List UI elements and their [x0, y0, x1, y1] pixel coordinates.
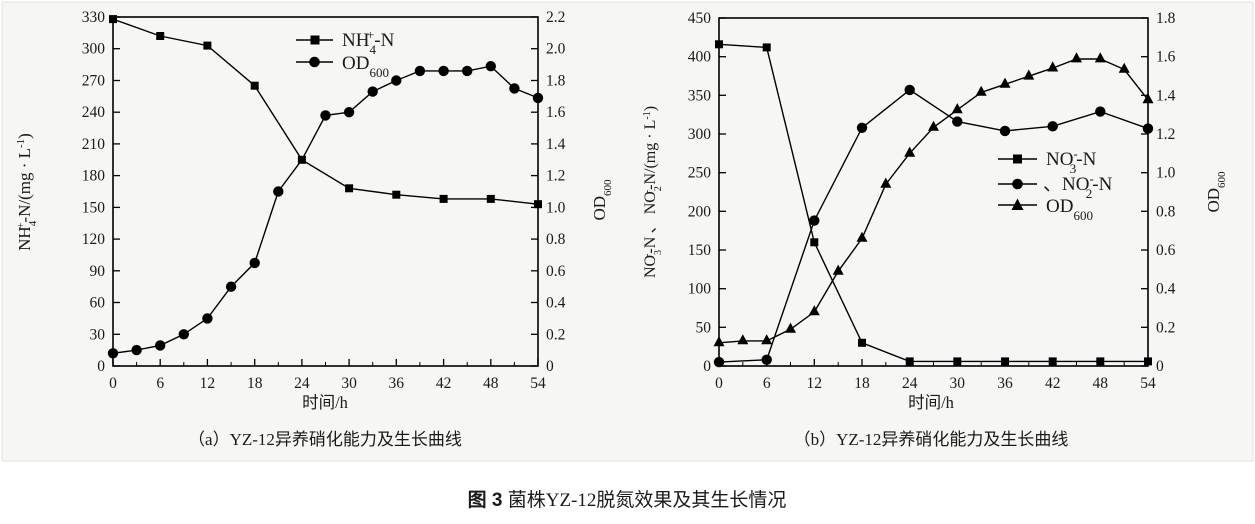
- svg-text:100: 100: [688, 281, 712, 298]
- svg-text:0: 0: [1156, 358, 1164, 375]
- svg-text:12: 12: [200, 375, 216, 392]
- svg-text:330: 330: [82, 9, 106, 26]
- svg-text:0.6: 0.6: [546, 263, 566, 280]
- svg-text:300: 300: [688, 126, 712, 143]
- svg-text:120: 120: [82, 231, 106, 248]
- svg-text:1.8: 1.8: [1156, 10, 1176, 27]
- svg-text:450: 450: [688, 10, 712, 27]
- svg-text:1.2: 1.2: [546, 168, 565, 185]
- svg-text:（b）YZ-12异养硝化能力及生长曲线: （b）YZ-12异养硝化能力及生长曲线: [794, 430, 1069, 449]
- svg-text:18: 18: [854, 375, 870, 392]
- svg-text:0.6: 0.6: [1156, 242, 1176, 259]
- svg-text:0.2: 0.2: [546, 326, 565, 343]
- svg-text:350: 350: [688, 87, 712, 104]
- svg-text:48: 48: [483, 375, 499, 392]
- svg-text:0.8: 0.8: [546, 231, 566, 248]
- svg-text:1.4: 1.4: [546, 136, 566, 153]
- svg-text:200: 200: [688, 203, 712, 220]
- svg-text:180: 180: [82, 168, 106, 185]
- svg-text:18: 18: [247, 375, 263, 392]
- svg-text:1.8: 1.8: [546, 73, 566, 90]
- svg-text:36: 36: [997, 375, 1013, 392]
- svg-text:270: 270: [82, 73, 106, 90]
- svg-text:6: 6: [156, 375, 164, 392]
- svg-text:42: 42: [1045, 375, 1061, 392]
- svg-text:250: 250: [688, 165, 712, 182]
- svg-text:400: 400: [688, 49, 712, 66]
- svg-text:150: 150: [82, 199, 106, 216]
- svg-text:2.2: 2.2: [546, 9, 565, 26]
- svg-text:240: 240: [82, 104, 106, 121]
- svg-text:30: 30: [341, 375, 357, 392]
- svg-text:1.0: 1.0: [546, 199, 566, 216]
- svg-text:2.0: 2.0: [546, 41, 566, 58]
- svg-text:24: 24: [902, 375, 918, 392]
- svg-text:90: 90: [90, 263, 106, 280]
- svg-text:0: 0: [546, 358, 554, 375]
- svg-text:0: 0: [703, 358, 711, 375]
- svg-text:0.4: 0.4: [546, 295, 566, 312]
- svg-text:12: 12: [807, 375, 823, 392]
- svg-text:150: 150: [688, 242, 712, 259]
- svg-text:30: 30: [90, 326, 106, 343]
- svg-text:42: 42: [436, 375, 452, 392]
- svg-text:0.8: 0.8: [1156, 203, 1176, 220]
- svg-text:54: 54: [530, 375, 546, 392]
- svg-text:300: 300: [82, 41, 106, 58]
- svg-text:1.6: 1.6: [1156, 49, 1176, 66]
- svg-text:1.0: 1.0: [1156, 165, 1176, 182]
- svg-text:50: 50: [696, 319, 712, 336]
- svg-text:6: 6: [763, 375, 771, 392]
- svg-text:1.2: 1.2: [1156, 126, 1175, 143]
- svg-text:36: 36: [389, 375, 405, 392]
- svg-text:时间/h: 时间/h: [908, 393, 955, 412]
- svg-text:图 3 菌株YZ-12脱氮效果及其生长情况: 图 3 菌株YZ-12脱氮效果及其生长情况: [468, 489, 787, 511]
- svg-text:60: 60: [90, 295, 106, 312]
- svg-text:时间/h: 时间/h: [302, 393, 349, 412]
- svg-text:210: 210: [82, 136, 106, 153]
- svg-text:0.4: 0.4: [1156, 281, 1176, 298]
- svg-text:30: 30: [950, 375, 966, 392]
- svg-text:0: 0: [109, 375, 117, 392]
- svg-text:0: 0: [715, 375, 723, 392]
- svg-text:（a）YZ-12异养硝化能力及生长曲线: （a）YZ-12异养硝化能力及生长曲线: [188, 430, 462, 449]
- svg-text:0.2: 0.2: [1156, 319, 1175, 336]
- svg-text:1.4: 1.4: [1156, 87, 1176, 104]
- svg-text:0: 0: [97, 358, 105, 375]
- svg-text:48: 48: [1093, 375, 1109, 392]
- svg-text:1.6: 1.6: [546, 104, 566, 121]
- svg-text:24: 24: [294, 375, 310, 392]
- svg-text:54: 54: [1140, 375, 1156, 392]
